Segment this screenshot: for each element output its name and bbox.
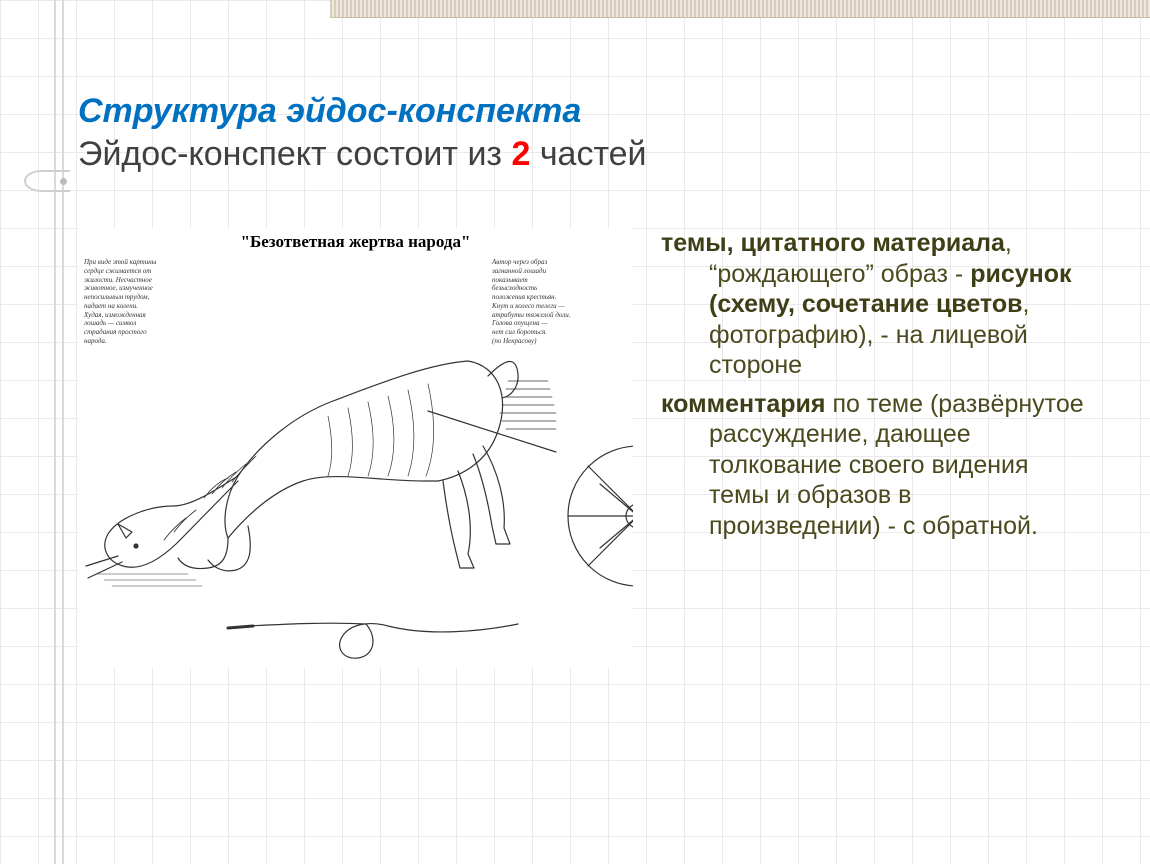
- title-line-1: Структура эйдос-конспекта: [78, 90, 1090, 133]
- bullet-list: темы, цитатного материала, “рождающего” …: [661, 228, 1090, 834]
- title-line-2-accent: 2: [511, 135, 530, 173]
- notebook-spine: [0, 0, 64, 864]
- title-line-2-prefix: Эйдос-конспект состоит из: [78, 135, 511, 173]
- title-line-2: Эйдос-конспект состоит из 2 частей: [78, 133, 1090, 176]
- illustration-panel: "Безответная жертва народа" При виде это…: [78, 228, 633, 668]
- bullet-2-lead: комментария: [661, 390, 826, 418]
- slide-title-block: Структура эйдос-конспекта Эйдос-конспект…: [78, 90, 1090, 175]
- title-line-2-suffix: частей: [530, 135, 646, 173]
- content-row: "Безответная жертва народа" При виде это…: [78, 228, 1090, 834]
- bullet-item-2: комментария по теме (развёрнутое рассужд…: [661, 389, 1090, 542]
- top-hatch-bar: [330, 0, 1150, 18]
- illustration-caption: "Безответная жертва народа": [78, 232, 633, 252]
- bullet-item-1: темы, цитатного материала, “рождающего” …: [661, 228, 1090, 381]
- horse-illustration: [78, 266, 633, 666]
- bullet-1-lead: темы, цитатного материала: [661, 229, 1005, 257]
